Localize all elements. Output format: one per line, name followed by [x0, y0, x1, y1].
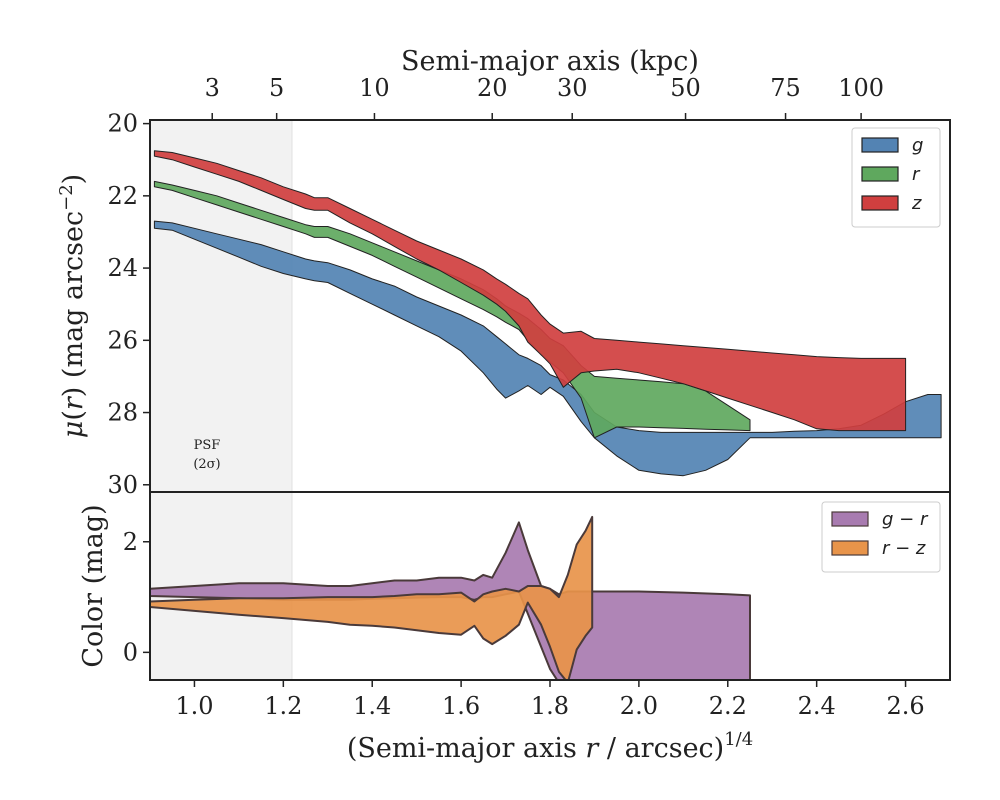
legend-label: r: [912, 164, 921, 185]
legend-swatch: [861, 195, 899, 211]
y-tick-label-bottom: 0: [123, 638, 138, 666]
legend-label: g − r: [882, 509, 929, 530]
y-tick-label-top: 24: [107, 254, 138, 282]
y-axis-label-top: μ(r) (mag arcsec−2): [56, 174, 89, 438]
top-x-tick-label: 50: [670, 74, 701, 102]
top-x-tick-label: 100: [838, 74, 884, 102]
top-x-tick-label: 75: [770, 74, 801, 102]
x-tick-label: 2.0: [620, 692, 658, 720]
y-tick-label-top: 28: [107, 399, 138, 427]
legend-label: g: [912, 135, 923, 156]
y-tick-label-bottom: 2: [123, 528, 138, 556]
legend-swatch: [831, 540, 869, 556]
top-x-tick-label: 20: [477, 74, 508, 102]
x-tick-label: 1.6: [442, 692, 480, 720]
top-x-tick-label: 30: [557, 74, 588, 102]
legend-bottom: g − r r − z: [821, 501, 941, 573]
y-tick-label-top: 26: [107, 326, 138, 354]
band-r: [153, 180, 751, 439]
x-tick-label: 2.6: [886, 692, 924, 720]
band-g: [153, 220, 942, 477]
x-axis-label: (Semi-major axis r / arcsec)1/4: [347, 729, 753, 764]
x-tick-label: 1.0: [175, 692, 213, 720]
y-tick-label-top: 20: [107, 110, 138, 138]
legend-swatch: [861, 137, 899, 153]
legend-swatch: [831, 511, 869, 527]
legend-top: grz: [851, 127, 941, 228]
psf-label: PSF: [194, 438, 221, 453]
legend-swatch: [861, 166, 899, 182]
color-band-1: [150, 515, 594, 680]
x-tick-label: 1.4: [353, 692, 391, 720]
x-tick-label: 2.4: [798, 692, 836, 720]
legend-label: z: [911, 193, 922, 214]
top-x-tick-label: 10: [359, 74, 390, 102]
surface-brightness-series: [153, 150, 942, 477]
psf-sublabel: (2σ): [193, 457, 220, 472]
x-tick-label: 1.2: [264, 692, 302, 720]
band-z: [153, 150, 907, 432]
y-tick-label-top: 30: [107, 471, 138, 499]
top-x-tick-label: 5: [269, 74, 284, 102]
x-tick-label: 1.8: [531, 692, 569, 720]
legend-label: r − z: [882, 538, 926, 559]
x-tick-label: 2.2: [709, 692, 747, 720]
axis-ticks: 20 22 24 26 28 30 0 2 1.0 1.2 1.4 1.6 1.8 2.0 2.2 2.4 2.…: [107, 74, 924, 720]
color-series: [150, 515, 751, 680]
top-x-tick-label: 3: [205, 74, 220, 102]
y-axis-label-bottom: Color (mag): [78, 504, 109, 667]
y-tick-label-top: 22: [107, 182, 138, 210]
top-x-axis-label: Semi-major axis (kpc): [401, 46, 699, 77]
